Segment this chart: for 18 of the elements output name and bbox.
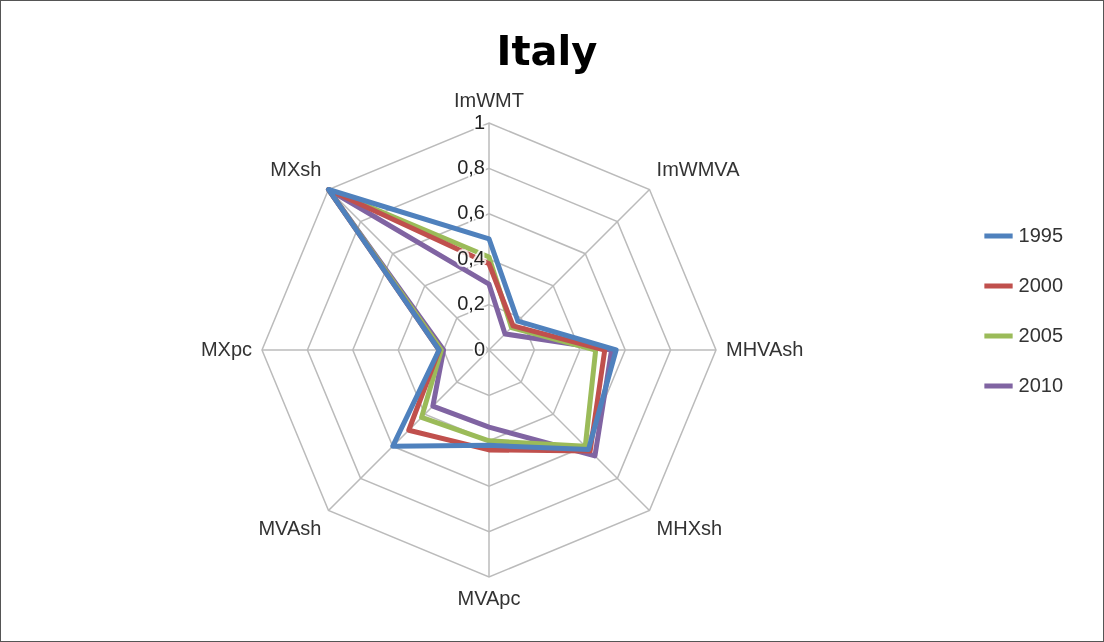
spoke-label: ImWMT: [454, 88, 524, 111]
spoke-label: MHXsh: [656, 517, 723, 540]
y-tick-label: 0: [473, 337, 485, 360]
spoke-label: MVAsh: [258, 517, 322, 540]
legend-label: 2005: [1018, 323, 1064, 346]
y-tick-label: 0,8: [457, 155, 485, 178]
legend-label: 2010: [1018, 373, 1064, 396]
chart-title: Italy: [496, 28, 598, 75]
y-tick-label: 0,6: [457, 201, 485, 224]
spoke-label: MXsh: [270, 157, 322, 180]
y-tick-label: 0,2: [457, 292, 485, 315]
spoke-label: MHVAsh: [726, 337, 804, 360]
legend-label: 2000: [1018, 273, 1064, 296]
y-tick-label: 1: [473, 110, 485, 133]
spoke-label: MXpc: [200, 337, 252, 360]
spoke-label: ImWMVA: [656, 157, 741, 180]
spoke-label: MVApc: [457, 586, 521, 609]
legend-label: 1995: [1018, 223, 1064, 246]
